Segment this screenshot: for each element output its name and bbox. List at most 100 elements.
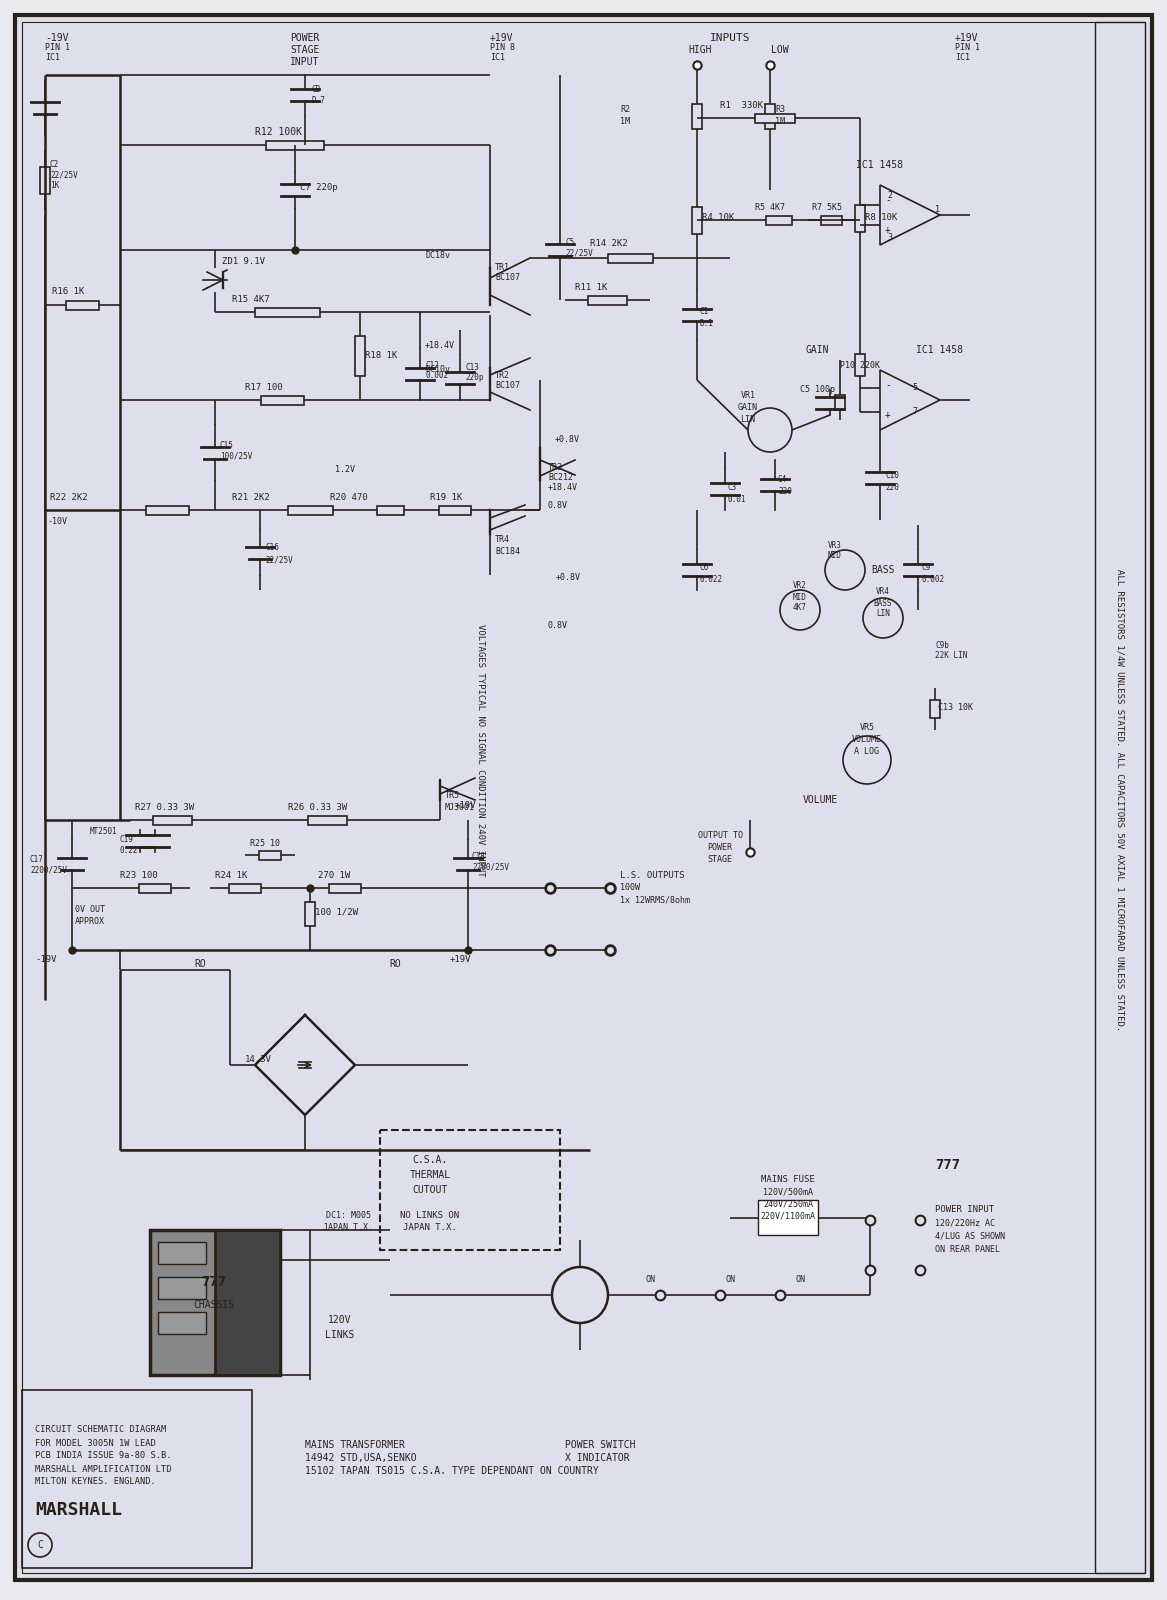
Bar bbox=[151, 1230, 280, 1374]
Text: C4: C4 bbox=[778, 475, 788, 485]
Text: MJ3001: MJ3001 bbox=[445, 803, 475, 811]
Bar bbox=[65, 301, 99, 309]
Bar bbox=[692, 104, 703, 130]
Text: 220p: 220p bbox=[464, 373, 483, 382]
Text: DC10v: DC10v bbox=[425, 365, 450, 374]
Text: 100 1/2W: 100 1/2W bbox=[315, 907, 358, 917]
Text: RO: RO bbox=[389, 958, 401, 970]
Bar bbox=[820, 216, 843, 224]
Bar bbox=[836, 395, 845, 410]
Text: LIN: LIN bbox=[741, 416, 755, 424]
Bar bbox=[229, 883, 260, 893]
Text: C: C bbox=[37, 1539, 43, 1550]
Text: MAINS FUSE: MAINS FUSE bbox=[761, 1176, 815, 1184]
Text: 220: 220 bbox=[778, 488, 792, 496]
Text: C.S.A.: C.S.A. bbox=[412, 1155, 448, 1165]
Text: MT2501: MT2501 bbox=[90, 827, 118, 837]
Text: BC184: BC184 bbox=[495, 547, 520, 557]
Text: ON: ON bbox=[795, 1275, 805, 1285]
Text: +18.4V: +18.4V bbox=[548, 483, 578, 493]
Text: GAIN: GAIN bbox=[805, 346, 829, 355]
Text: 120V/500mA: 120V/500mA bbox=[763, 1187, 813, 1197]
Bar bbox=[355, 336, 365, 376]
Text: MID: MID bbox=[829, 552, 841, 560]
Text: VR2: VR2 bbox=[794, 581, 806, 590]
Text: PIN 8: PIN 8 bbox=[490, 43, 515, 53]
Text: APPROX: APPROX bbox=[75, 917, 105, 926]
Text: MARSHALL: MARSHALL bbox=[35, 1501, 123, 1518]
Text: X INDICATOR: X INDICATOR bbox=[565, 1453, 630, 1462]
Text: BASS: BASS bbox=[872, 565, 895, 574]
Text: BC107: BC107 bbox=[495, 274, 520, 283]
Text: JAPAN T.X.: JAPAN T.X. bbox=[403, 1222, 456, 1232]
Bar bbox=[308, 816, 347, 824]
Text: HIGH: HIGH bbox=[689, 45, 712, 54]
Text: IC1: IC1 bbox=[46, 53, 60, 62]
Text: ON: ON bbox=[645, 1275, 655, 1285]
Text: R25 10: R25 10 bbox=[250, 838, 280, 848]
Bar bbox=[766, 216, 792, 224]
Bar bbox=[254, 307, 320, 317]
Text: C13: C13 bbox=[464, 363, 478, 373]
Bar bbox=[259, 851, 281, 859]
Text: LOW: LOW bbox=[771, 45, 789, 54]
Text: STAGE: STAGE bbox=[291, 45, 320, 54]
Bar bbox=[692, 206, 703, 234]
Text: R11 1K: R11 1K bbox=[575, 283, 607, 293]
Text: 4K7: 4K7 bbox=[794, 603, 806, 613]
Text: JAPAN T.X.: JAPAN T.X. bbox=[323, 1224, 373, 1232]
Text: MARSHALL AMPLIFICATION LTD: MARSHALL AMPLIFICATION LTD bbox=[35, 1464, 172, 1474]
Bar bbox=[139, 883, 170, 893]
Text: RO: RO bbox=[194, 958, 205, 970]
Text: 120/220Hz AC: 120/220Hz AC bbox=[935, 1219, 995, 1227]
Text: 22K LIN: 22K LIN bbox=[935, 651, 967, 661]
Text: VR5: VR5 bbox=[860, 723, 874, 733]
Text: VOLUME: VOLUME bbox=[803, 795, 838, 805]
Text: OUTPUT TO: OUTPUT TO bbox=[698, 830, 742, 840]
Text: 220V/1100mA: 220V/1100mA bbox=[761, 1211, 816, 1221]
Text: PIN 1: PIN 1 bbox=[955, 43, 980, 53]
Text: C5
22/25V: C5 22/25V bbox=[565, 238, 593, 258]
Text: DC1: M005: DC1: M005 bbox=[326, 1211, 370, 1219]
Text: 22/25V: 22/25V bbox=[265, 555, 293, 565]
Text: TR3: TR3 bbox=[548, 462, 562, 472]
Bar bbox=[377, 506, 404, 515]
Text: IC1 1458: IC1 1458 bbox=[916, 346, 964, 355]
Text: CUTOUT: CUTOUT bbox=[412, 1186, 448, 1195]
Text: -19V: -19V bbox=[46, 34, 69, 43]
Text: R18 1K: R18 1K bbox=[365, 350, 397, 360]
Text: INPUT: INPUT bbox=[291, 58, 320, 67]
Text: 100/25V: 100/25V bbox=[221, 451, 252, 461]
Text: 777: 777 bbox=[935, 1158, 960, 1171]
Text: R2: R2 bbox=[620, 106, 630, 115]
Text: ON REAR PANEL: ON REAR PANEL bbox=[935, 1245, 1000, 1253]
Bar bbox=[158, 1277, 207, 1299]
Text: C12: C12 bbox=[425, 360, 439, 370]
Text: +: + bbox=[885, 226, 890, 235]
Text: C17
2200/25V: C17 2200/25V bbox=[30, 856, 67, 875]
Text: BC107: BC107 bbox=[495, 381, 520, 390]
Text: ON: ON bbox=[725, 1275, 735, 1285]
Text: 0.8V: 0.8V bbox=[548, 501, 568, 509]
Text: VOLTAGES TYPICAL NO SIGNAL CONDITION 240V INPUT: VOLTAGES TYPICAL NO SIGNAL CONDITION 240… bbox=[475, 624, 484, 877]
Text: P10 220K: P10 220K bbox=[840, 360, 880, 370]
Text: TR2: TR2 bbox=[495, 371, 510, 379]
Text: MAINS TRANSFORMER: MAINS TRANSFORMER bbox=[305, 1440, 405, 1450]
Text: BC212: BC212 bbox=[548, 474, 573, 483]
Text: TR1: TR1 bbox=[495, 264, 510, 272]
Text: R16 1K: R16 1K bbox=[53, 288, 84, 296]
Bar bbox=[266, 141, 324, 149]
Text: TR4: TR4 bbox=[495, 536, 510, 544]
Bar bbox=[755, 114, 795, 123]
Text: VR1: VR1 bbox=[741, 390, 755, 400]
Bar bbox=[766, 104, 775, 130]
Text: R24 1K: R24 1K bbox=[215, 872, 247, 880]
Text: LINKS: LINKS bbox=[326, 1330, 355, 1341]
Bar bbox=[855, 205, 865, 232]
Text: 2: 2 bbox=[887, 190, 893, 200]
Bar bbox=[759, 1200, 818, 1235]
Text: FOR MODEL 3005N 1W LEAD: FOR MODEL 3005N 1W LEAD bbox=[35, 1438, 155, 1448]
Bar bbox=[380, 1130, 560, 1250]
Text: +19V: +19V bbox=[455, 800, 476, 810]
Text: 4/LUG AS SHOWN: 4/LUG AS SHOWN bbox=[935, 1232, 1005, 1240]
